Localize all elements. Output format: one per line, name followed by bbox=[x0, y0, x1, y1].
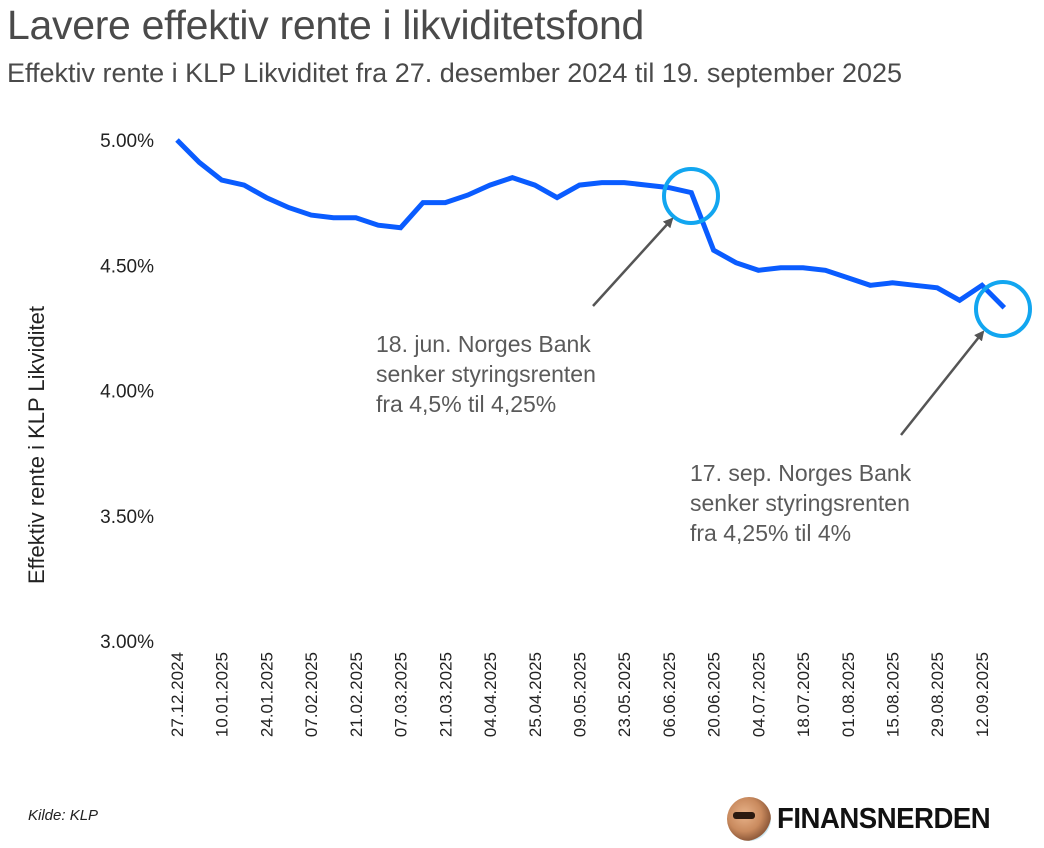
x-tick-label: 27.12.2024 bbox=[168, 652, 187, 737]
annotation-arrow bbox=[900, 330, 985, 436]
x-tick-label: 18.07.2025 bbox=[794, 652, 813, 737]
data-point bbox=[912, 283, 917, 288]
data-point bbox=[555, 195, 560, 200]
data-point bbox=[845, 275, 850, 280]
data-point bbox=[398, 225, 403, 230]
series-line bbox=[175, 138, 1007, 310]
data-point bbox=[801, 265, 806, 270]
data-point bbox=[353, 215, 358, 220]
x-tick-label: 06.06.2025 bbox=[660, 652, 679, 737]
y-tick-label: 5.00% bbox=[100, 131, 154, 152]
x-tick-label: 23.05.2025 bbox=[615, 652, 634, 737]
series-group bbox=[175, 138, 1007, 310]
data-point bbox=[488, 183, 493, 188]
chart-title: Lavere effektiv rente i likviditetsfond bbox=[7, 2, 645, 48]
x-tick-label: 04.04.2025 bbox=[481, 652, 500, 737]
x-tick-label: 29.08.2025 bbox=[928, 652, 947, 737]
x-tick-label: 10.01.2025 bbox=[213, 652, 232, 737]
annotation-text: senker styringsrenten bbox=[376, 361, 596, 387]
x-tick-label: 21.02.2025 bbox=[347, 652, 366, 737]
annotation-text: 18. jun. Norges Bank bbox=[376, 331, 591, 357]
y-axis-label: Effektiv rente i KLP Likviditet bbox=[24, 306, 49, 584]
annotations-group: 18. jun. Norges Bank senker styringsrente… bbox=[376, 167, 1032, 546]
data-point bbox=[957, 298, 962, 303]
annotation-text: senker styringsrenten bbox=[690, 490, 910, 516]
x-tick-label: 07.02.2025 bbox=[302, 652, 321, 737]
brand: FINANSNERDEN bbox=[727, 797, 1001, 841]
x-tick-label: 25.04.2025 bbox=[526, 652, 545, 737]
data-point bbox=[577, 183, 582, 188]
data-point bbox=[823, 268, 828, 273]
data-point bbox=[756, 268, 761, 273]
annotation-text: fra 4,25% til 4% bbox=[690, 520, 851, 546]
x-tick-label: 04.07.2025 bbox=[749, 652, 768, 737]
x-tick-label: 24.01.2025 bbox=[257, 652, 276, 737]
data-point bbox=[868, 283, 873, 288]
data-point bbox=[1002, 305, 1007, 310]
data-point bbox=[331, 215, 336, 220]
data-point bbox=[711, 248, 716, 253]
data-point bbox=[443, 200, 448, 205]
data-point bbox=[197, 160, 202, 165]
data-point bbox=[376, 223, 381, 228]
y-tick-label: 4.00% bbox=[100, 382, 154, 403]
data-point bbox=[979, 283, 984, 288]
data-point bbox=[532, 183, 537, 188]
data-point bbox=[935, 285, 940, 290]
data-point bbox=[689, 190, 694, 195]
data-point bbox=[622, 180, 627, 185]
x-tick-label: 07.03.2025 bbox=[392, 652, 411, 737]
x-tick-label: 21.03.2025 bbox=[436, 652, 455, 737]
data-point bbox=[242, 183, 247, 188]
data-point bbox=[890, 280, 895, 285]
data-point bbox=[420, 200, 425, 205]
data-point bbox=[465, 193, 470, 198]
data-point bbox=[286, 205, 291, 210]
x-tick-label: 12.09.2025 bbox=[973, 652, 992, 737]
data-point bbox=[599, 180, 604, 185]
highlight-circle bbox=[662, 167, 720, 225]
y-axis-ticks: 5.00% 4.50% 4.00% 3.50% 3.00% bbox=[100, 131, 154, 653]
data-point bbox=[510, 175, 515, 180]
data-point bbox=[644, 183, 649, 188]
data-point bbox=[309, 213, 314, 218]
highlight-circle bbox=[974, 280, 1032, 338]
x-tick-label: 01.08.2025 bbox=[839, 652, 858, 737]
brand-name: FINANSNERDEN bbox=[777, 802, 991, 835]
chart-subtitle: Effektiv rente i KLP Likviditet fra 27. … bbox=[7, 58, 903, 88]
data-point bbox=[264, 195, 269, 200]
annotation-text: 17. sep. Norges Bank bbox=[690, 460, 912, 486]
avatar-logo-icon bbox=[727, 797, 771, 841]
source-note: Kilde: KLP bbox=[28, 807, 99, 824]
data-point bbox=[175, 138, 180, 143]
x-tick-label: 09.05.2025 bbox=[570, 652, 589, 737]
x-tick-label: 20.06.2025 bbox=[705, 652, 724, 737]
y-tick-label: 3.50% bbox=[100, 507, 154, 528]
annotation-arrow bbox=[592, 217, 674, 307]
x-tick-label: 15.08.2025 bbox=[884, 652, 903, 737]
y-tick-label: 3.00% bbox=[100, 632, 154, 653]
data-point bbox=[219, 178, 224, 183]
annotation-text: fra 4,5% til 4,25% bbox=[376, 391, 556, 417]
y-tick-label: 4.50% bbox=[100, 256, 154, 277]
data-point bbox=[734, 260, 739, 265]
x-axis-ticks: 27.12.2024 10.01.2025 24.01.2025 07.02.2025… bbox=[168, 652, 992, 737]
data-point bbox=[778, 265, 783, 270]
